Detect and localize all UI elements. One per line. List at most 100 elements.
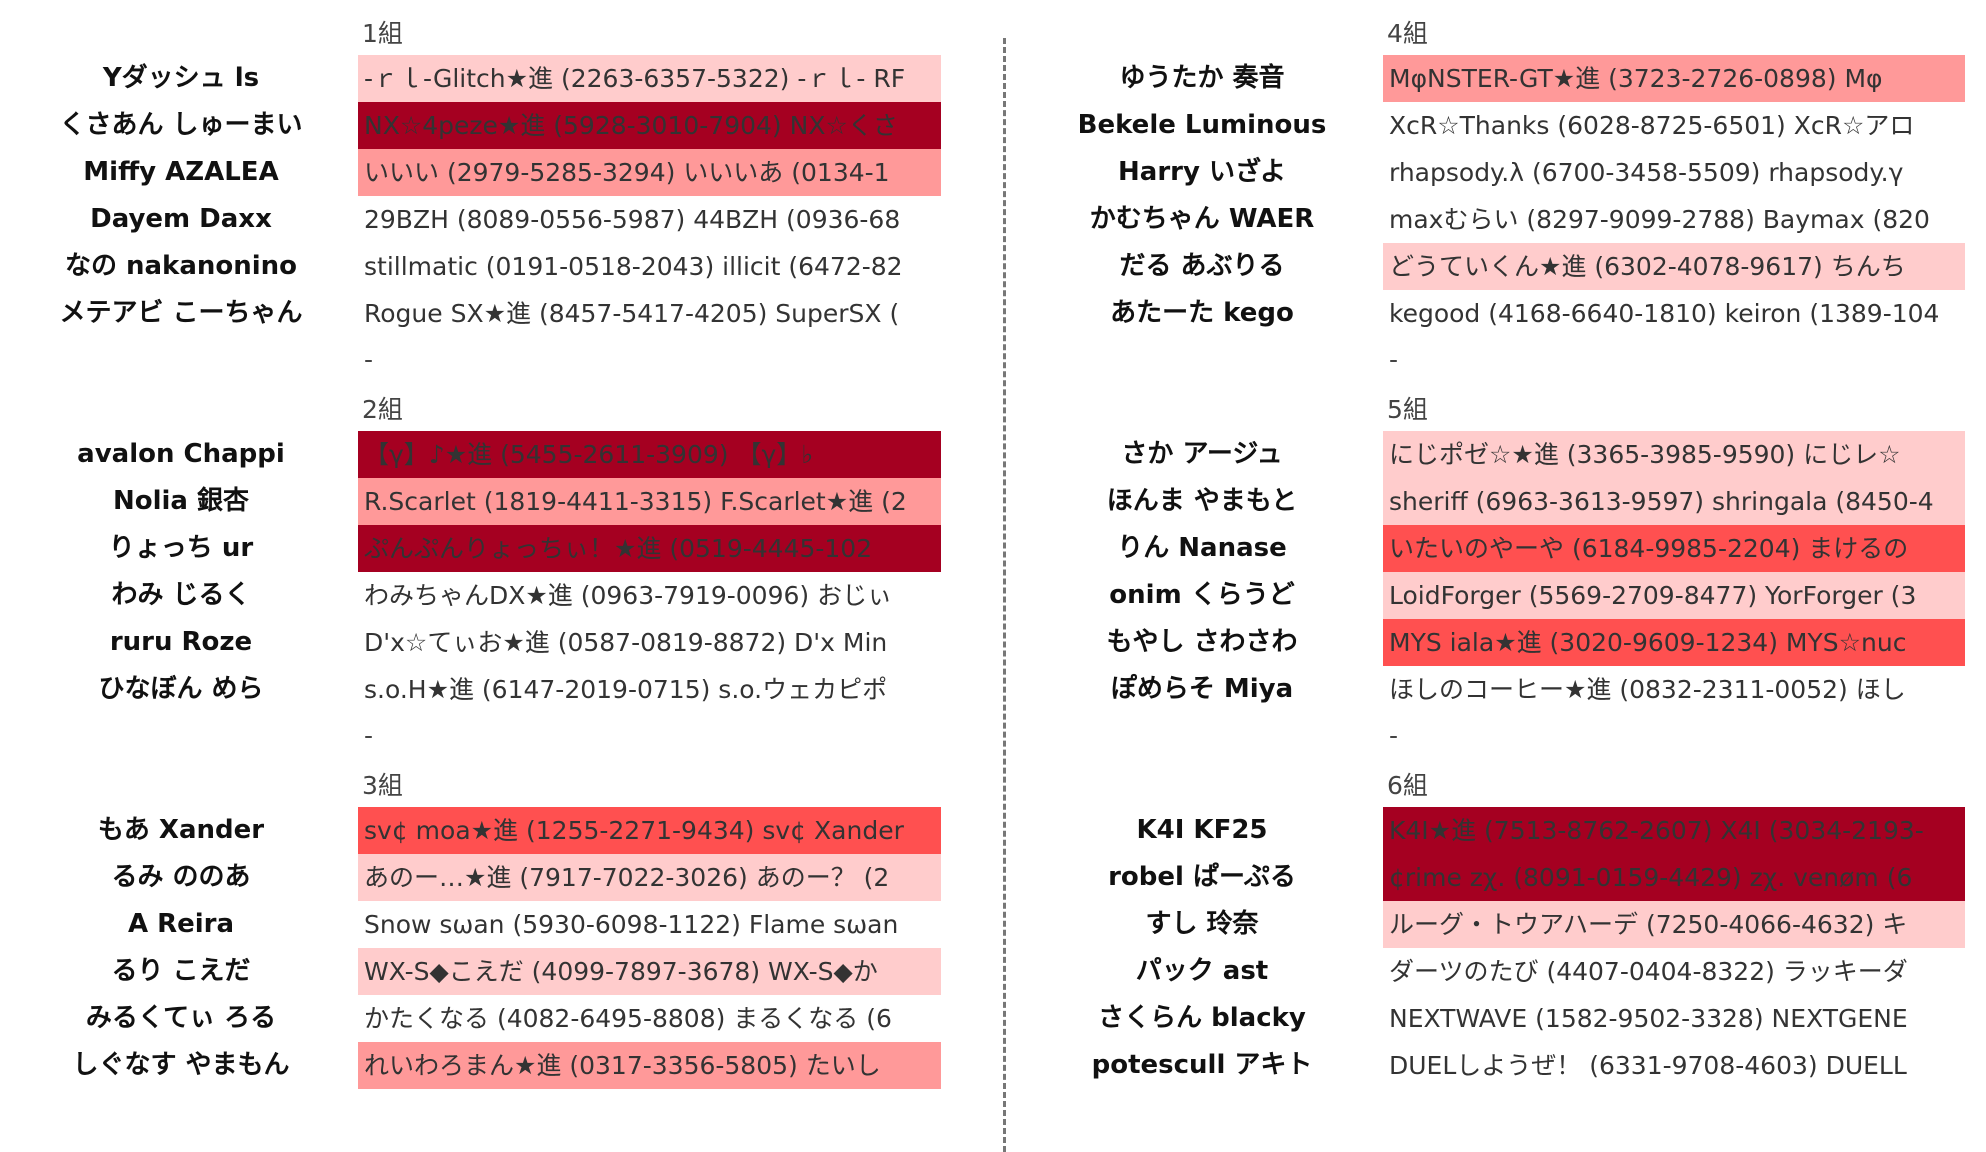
team-value-cell: いいい (2979-5285-3294) いいいあ (0134-1 [358, 149, 941, 196]
team-value-cell: あのー…★進 (7917-7022-3026) あのー？ (2 [358, 854, 941, 901]
team-value-cell: sheriff (6963-3613-9597) shringala (8450… [1383, 478, 1965, 525]
player-name: A Reira [127, 909, 235, 939]
table-row: さか アージュ にじポゼ☆★進 (3365-3985-9590) にじレ☆ [1005, 431, 1965, 478]
table-row: robel ぱーぷる ¢rime zχ. (8091-0159-4429) zχ.… [1005, 854, 1965, 901]
table-row: かむちゃん WAER maxむらい (8297-9099-2788) Baymax… [1005, 196, 1965, 243]
player-name: ほんま やまもと [1106, 486, 1298, 516]
team-value-cell: stillmatic (0191-0518-2043) illicit (647… [358, 243, 941, 290]
team-value-cell: ほしのコーヒー★進 (0832-2311-0052) ほし [1383, 666, 1965, 713]
table-row: onim くらうど LoidForger (5569-2709-8477) Yor… [1005, 572, 1965, 619]
player-name: ひなぼん めら [98, 674, 264, 704]
table-row: もやし さわさわ MYS iala★進 (3020-9609-1234) MYS☆… [1005, 619, 1965, 666]
player-name: ruru Roze [109, 627, 253, 657]
player-name: わみ じるく [111, 580, 251, 610]
table-row: だる あぶりる どうていくん★進 (6302-4078-9617) ちんち [1005, 243, 1965, 290]
table-row: くさあん しゅーまい NX☆4peze★進 (5928-3010-7904) NX… [0, 102, 960, 149]
player-name: みるくてぃ ろる [85, 1003, 277, 1033]
group-trailer: - [1389, 345, 1399, 374]
group-trailer: - [1389, 721, 1399, 750]
group-1: 1組 Yダッシュ ls -ｒｌ-Glitch★進 (2263-6357-5322) … [0, 0, 960, 376]
team-value-cell: にじポゼ☆★進 (3365-3985-9590) にじレ☆ [1383, 431, 1965, 478]
player-name: Miffy AZALEA [83, 157, 279, 187]
team-value-cell: かたくなる (4082-6495-8808) まるくなる (6 [358, 995, 941, 1042]
table-row: Nolia 銀杏 R.Scarlet (1819-4411-3315) F.Sca… [0, 478, 960, 525]
table-row: avalon Chappi 【γ】♪★進 (5455-2611-3909) 【γ】… [0, 431, 960, 478]
group-label: 6組 [1387, 771, 1428, 800]
player-name: Harry いざよ [1118, 157, 1286, 187]
group-label: 5組 [1387, 395, 1428, 424]
group-6: 6組 K4I KF25 K4I★進 (7513-8762-2607) X4I (30… [1005, 752, 1965, 1128]
player-name: るり こえだ [111, 956, 251, 986]
team-value-cell: どうていくん★進 (6302-4078-9617) ちんち [1383, 243, 1965, 290]
team-value-cell: ルーグ・トウアハーデ (7250-4066-4632) キ [1383, 901, 1965, 948]
table-row: りょっち ur ぷんぷんりょっちぃ！★進 (0519-4445-102 [0, 525, 960, 572]
player-name: ぽめらそ Miya [1110, 674, 1294, 704]
table-row: potescull アキト DUELしようぜ！ (6331-9708-4603) … [1005, 1042, 1965, 1089]
player-name: しぐなす やまもん [72, 1050, 290, 1080]
group-5: 5組 さか アージュ にじポゼ☆★進 (3365-3985-9590) にじレ☆ ほん… [1005, 376, 1965, 752]
team-value-cell: XcR☆Thanks (6028-8725-6501) XcR☆アロ [1383, 102, 1965, 149]
team-value-cell: -ｒｌ-Glitch★進 (2263-6357-5322) -ｒｌ- RF [358, 55, 941, 102]
group-3: 3組もあ Xander sv¢ moa★進 (1255-2271-9434) sv… [0, 752, 960, 1128]
team-value-cell: Rogue SX★進 (8457-5417-4205) SuperSX ( [358, 290, 941, 337]
table-row: Yダッシュ ls -ｒｌ-Glitch★進 (2263-6357-5322) -ｒ… [0, 55, 960, 102]
table-row: ゆうたか 奏音 MφNSTER-GT★進 (3723-2726-0898) Mφ [1005, 55, 1965, 102]
group-label: 3組 [362, 771, 403, 800]
table-row: メテアビ こーちゃん Rogue SX★進 (8457-5417-4205) Su… [0, 290, 960, 337]
player-name: すし 玲奈 [1145, 909, 1259, 939]
player-name: さくらん blacky [1098, 1003, 1306, 1033]
team-value-cell: LoidForger (5569-2709-8477) YorForger (3 [1383, 572, 1965, 619]
player-name: メテアビ こーちゃん [59, 298, 303, 328]
table-row: ぽめらそ Miya ほしのコーヒー★進 (0832-2311-0052) ほし [1005, 666, 1965, 713]
table-row: すし 玲奈 ルーグ・トウアハーデ (7250-4066-4632) キ [1005, 901, 1965, 948]
team-value-cell: 【γ】♪★進 (5455-2611-3909) 【γ】♭ [358, 431, 941, 478]
team-value-cell: わみちゃんDX★進 (0963-7919-0096) おじぃ [358, 572, 941, 619]
player-name: パック ast [1135, 956, 1269, 986]
group-4: 4組 ゆうたか 奏音 MφNSTER-GT★進 (3723-2726-0898) M… [1005, 0, 1965, 376]
player-name: K4I KF25 [1136, 815, 1268, 845]
team-value-cell: MYS iala★進 (3020-9609-1234) MYS☆nuc [1383, 619, 1965, 666]
table-row: もあ Xander sv¢ moa★進 (1255-2271-9434) sv¢ … [0, 807, 960, 854]
player-name: さか アージュ [1121, 439, 1283, 469]
player-name: potescull アキト [1091, 1050, 1313, 1080]
player-name: くさあん しゅーまい [59, 110, 303, 140]
table-row: さくらん blacky NEXTWAVE (1582-9502-3328) NEX… [1005, 995, 1965, 1042]
team-value-cell: D'x☆てぃお★進 (0587-0819-8872) D'x Min [358, 619, 941, 666]
column-divider [1003, 38, 1006, 1152]
player-name: もやし さわさわ [1106, 627, 1298, 657]
team-value-cell: MφNSTER-GT★進 (3723-2726-0898) Mφ [1383, 55, 1965, 102]
table-row: あたーた kego kegood (4168-6640-1810) keiron … [1005, 290, 1965, 337]
group-label: 1組 [362, 19, 403, 48]
player-name: かむちゃん WAER [1089, 204, 1315, 234]
group-label: 2組 [362, 395, 403, 424]
player-name: だる あぶりる [1119, 251, 1285, 281]
player-name: りょっち ur [108, 533, 254, 563]
table-row: ほんま やまもと sheriff (6963-3613-9597) shringa… [1005, 478, 1965, 525]
player-name: あたーた kego [1110, 298, 1294, 328]
table-row: Bekele Luminous XcR☆Thanks (6028-8725-650… [1005, 102, 1965, 149]
team-value-cell: いたいのやーや (6184-9985-2204) まけるの [1383, 525, 1965, 572]
table-row: なの nakanonino stillmatic (0191-0518-2043)… [0, 243, 960, 290]
group-2: 2組 avalon Chappi 【γ】♪★進 (5455-2611-3909) 【… [0, 376, 960, 752]
table-row: K4I KF25 K4I★進 (7513-8762-2607) X4I (3034… [1005, 807, 1965, 854]
player-name: Dayem Daxx [90, 204, 272, 234]
player-name: avalon Chappi [77, 439, 285, 469]
table-row: A Reira Snow sωan (5930-6098-1122) Flame … [0, 901, 960, 948]
group-trailer: - [364, 345, 374, 374]
table-row: Dayem Daxx 29BZH (8089-0556-5987) 44BZH (… [0, 196, 960, 243]
table-row: Miffy AZALEA いいい (2979-5285-3294) いいいあ (0… [0, 149, 960, 196]
team-value-cell: R.Scarlet (1819-4411-3315) F.Scarlet★進 (… [358, 478, 941, 525]
group-trailer: - [364, 721, 374, 750]
table-row: しぐなす やまもん れいわろまん★進 (0317-3356-5805) たいし [0, 1042, 960, 1089]
team-value-cell: NX☆4peze★進 (5928-3010-7904) NX☆くさ [358, 102, 941, 149]
player-name: るみ ののあ [111, 862, 251, 892]
player-name: Nolia 銀杏 [112, 486, 250, 516]
team-value-cell: rhapsody.λ (6700-3458-5509) rhapsody.γ [1383, 149, 1965, 196]
table-row: りん Nanase いたいのやーや (6184-9985-2204) まけるの [1005, 525, 1965, 572]
team-value-cell: ¢rime zχ. (8091-0159-4429) zχ. venøm (6 [1383, 854, 1965, 901]
player-name: りん Nanase [1117, 533, 1287, 563]
team-value-cell: Snow sωan (5930-6098-1122) Flame sωan [358, 901, 941, 948]
team-value-cell: DUELしようぜ！ (6331-9708-4603) DUELL [1383, 1042, 1965, 1089]
team-value-cell: sv¢ moa★進 (1255-2271-9434) sv¢ Xander [358, 807, 941, 854]
player-name: もあ Xander [97, 815, 265, 845]
